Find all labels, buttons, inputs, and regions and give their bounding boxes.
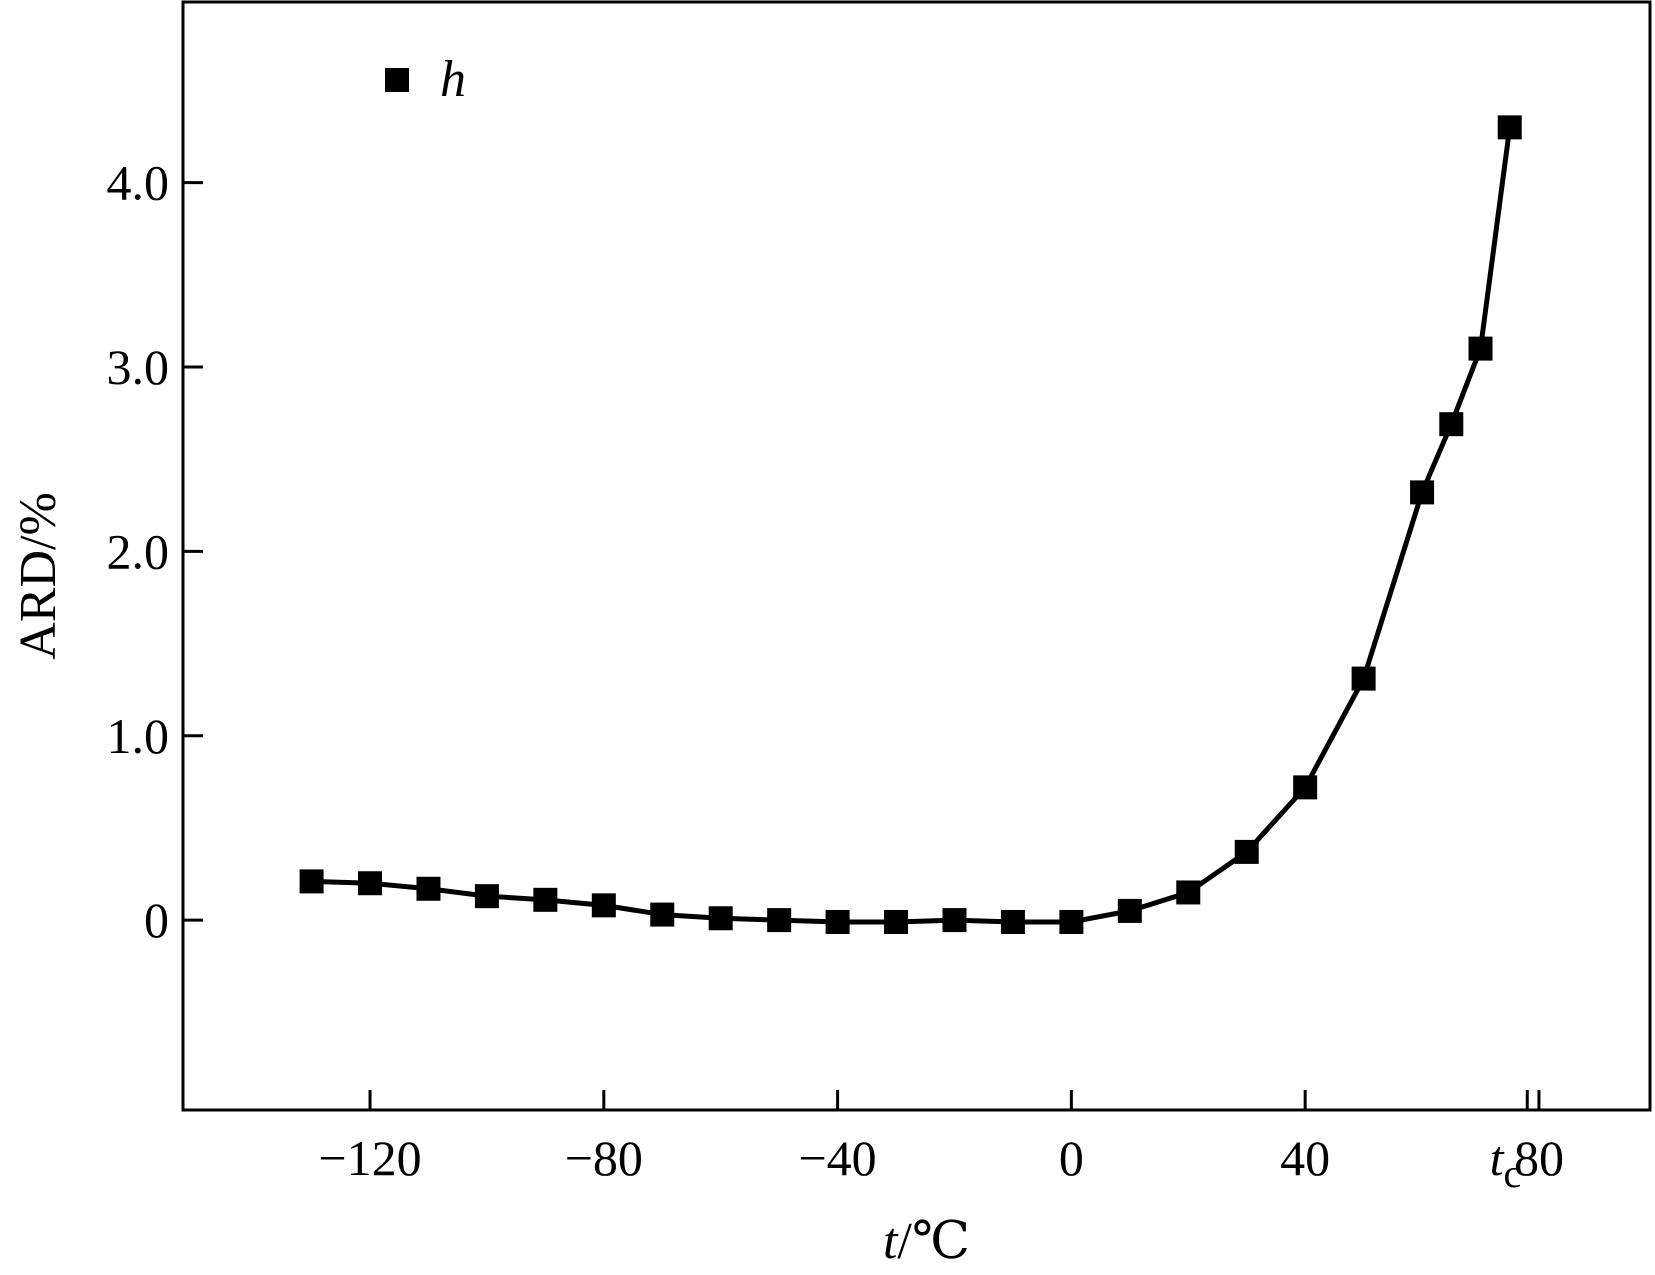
- data-point: [1439, 412, 1464, 437]
- data-point: [1176, 880, 1201, 905]
- data-point: [1117, 898, 1142, 923]
- data-point: [1351, 666, 1376, 691]
- data-point: [1293, 775, 1318, 800]
- x-tick-label: 40: [1280, 1130, 1330, 1186]
- data-point: [1410, 480, 1435, 505]
- x-tick-label: 0: [1059, 1130, 1084, 1186]
- data-point: [825, 909, 850, 934]
- y-axis-title: ARD/%: [10, 492, 67, 660]
- legend-marker-square: [385, 68, 409, 92]
- data-point: [1059, 909, 1084, 934]
- x-axis-title-unit: /℃: [897, 1213, 970, 1270]
- x-tick-label: 80: [1514, 1130, 1564, 1186]
- y-tick-label: 0: [144, 892, 169, 948]
- data-point: [650, 902, 675, 927]
- data-point: [299, 869, 324, 894]
- y-tick-label: 2.0: [107, 523, 170, 579]
- y-axis-ticks: 0 1.0 2.0 3.0 4.0: [107, 155, 203, 948]
- data-point: [884, 909, 909, 934]
- x-axis-title-variable: t: [883, 1213, 899, 1270]
- data-point: [358, 871, 383, 896]
- x-axis-title: t/℃: [883, 1213, 970, 1270]
- y-tick-label: 1.0: [107, 708, 170, 764]
- legend-label: h: [440, 51, 466, 108]
- tc-tick-label: tc: [1490, 1130, 1522, 1196]
- x-tick-label: −40: [798, 1130, 876, 1186]
- data-point: [474, 884, 499, 909]
- data-point: [591, 893, 616, 918]
- legend: h: [385, 51, 466, 108]
- tc-tick-subscript: c: [1503, 1151, 1521, 1196]
- data-point: [942, 908, 967, 933]
- y-tick-label: 4.0: [107, 155, 170, 211]
- plot-frame: [181, 0, 1652, 1112]
- data-point: [708, 906, 733, 931]
- y-tick-label: 3.0: [107, 339, 170, 395]
- data-point: [1468, 336, 1493, 361]
- tc-tick-variable: t: [1490, 1130, 1505, 1186]
- data-point: [416, 876, 441, 901]
- data-point: [767, 908, 792, 933]
- x-tick-label: −80: [565, 1130, 643, 1186]
- data-point: [533, 887, 558, 912]
- series-layer: [299, 115, 1522, 934]
- data-point: [1234, 839, 1259, 864]
- data-point: [1497, 115, 1522, 140]
- data-point: [1000, 909, 1025, 934]
- x-tick-label: −120: [318, 1130, 421, 1186]
- series-line-h: [311, 127, 1513, 925]
